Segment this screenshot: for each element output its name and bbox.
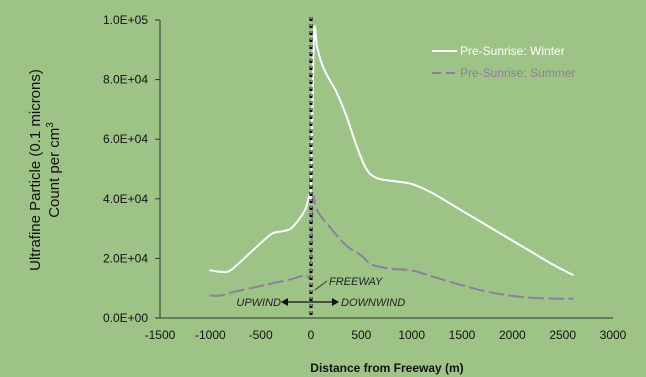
y-tick-label: 4.0E+04 <box>103 192 148 206</box>
y-axis-title-superscript: 3 <box>45 122 56 128</box>
x-tick-label: -1000 <box>195 328 226 342</box>
y-axis-title-line2: Count per cm3 <box>45 122 63 218</box>
x-tick-label: 500 <box>351 328 371 342</box>
ticks-layer: -1500 -1000 -500 0 500 1000 1500 2000 2500 3000 0.… <box>103 13 627 342</box>
series-line-winter <box>209 25 574 276</box>
y-axis-title-line1: Ultrafine Particle (0.1 microns) <box>27 69 44 271</box>
series-line-summer <box>209 195 574 300</box>
x-tick-label: 2500 <box>549 328 576 342</box>
y-tick-label: 1.0E+05 <box>103 13 148 27</box>
y-tick-label: 8.0E+04 <box>103 73 148 87</box>
legend: Pre-Sunrise: Winter Pre-Sunrise: Summer <box>432 44 575 80</box>
freeway-label: FREEWAY <box>329 276 383 288</box>
x-axis-title: Distance from Freeway (m) <box>310 361 463 375</box>
x-tick-label: 1500 <box>449 328 476 342</box>
y-axis-title: Ultrafine Particle (0.1 microns) Count p… <box>27 69 63 271</box>
legend-label-winter: Pre-Sunrise: Winter <box>460 44 565 58</box>
x-tick-label: -1500 <box>145 328 176 342</box>
annotations-layer: FREEWAY UPWIND DOWNWIND <box>236 276 405 309</box>
freeway-pointer <box>314 280 328 291</box>
axes-layer <box>159 20 613 319</box>
y-tick-label: 0.0E+00 <box>103 311 148 325</box>
y-axis-title-unit: Count per cm <box>46 128 63 218</box>
series-layer <box>209 25 574 300</box>
wind-arrow-right-head <box>332 298 339 306</box>
downwind-label: DOWNWIND <box>341 297 405 309</box>
y-tick-label: 2.0E+04 <box>103 251 148 265</box>
x-tick-label: 3000 <box>600 328 627 342</box>
wind-arrow-left-head <box>281 298 288 306</box>
x-tick-label: 0 <box>308 328 315 342</box>
upwind-label: UPWIND <box>236 297 281 309</box>
x-tick-label: -500 <box>249 328 273 342</box>
x-tick-label: 1000 <box>398 328 425 342</box>
y-tick-label: 6.0E+04 <box>103 132 148 146</box>
legend-label-summer: Pre-Sunrise: Summer <box>460 66 575 80</box>
x-tick-label: 2000 <box>499 328 526 342</box>
